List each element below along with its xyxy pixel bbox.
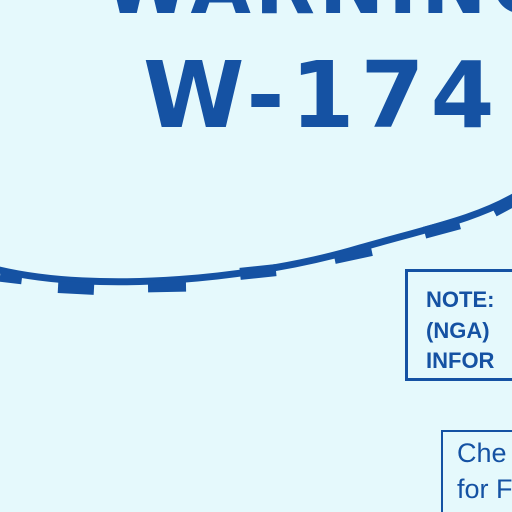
boundary-line xyxy=(0,193,512,286)
check-notice-line: Che xyxy=(457,438,507,468)
check-notice-box: Che for F A xyxy=(441,430,512,512)
boundary-dashes xyxy=(0,191,512,295)
note-line: (NGA) xyxy=(426,318,490,343)
note-box: NOTE: (NGA) INFOR xyxy=(405,269,512,381)
check-notice-line: A xyxy=(457,510,475,512)
boundary-dash xyxy=(147,279,187,293)
boundary-dash xyxy=(0,269,23,285)
note-line: NOTE: xyxy=(426,287,495,312)
warning-area-id: W-174 xyxy=(143,42,501,149)
check-notice-line: for F xyxy=(457,474,512,504)
boundary-dash xyxy=(333,244,373,264)
boundary-dash xyxy=(423,217,461,239)
warning-area-name: WARNING xyxy=(104,0,512,26)
warning-area-label: WARNING W-174 xyxy=(0,0,512,150)
boundary-dash xyxy=(239,264,277,280)
boundary-dash xyxy=(490,191,512,217)
note-line: INFOR xyxy=(426,348,495,373)
boundary-dash xyxy=(57,281,95,295)
